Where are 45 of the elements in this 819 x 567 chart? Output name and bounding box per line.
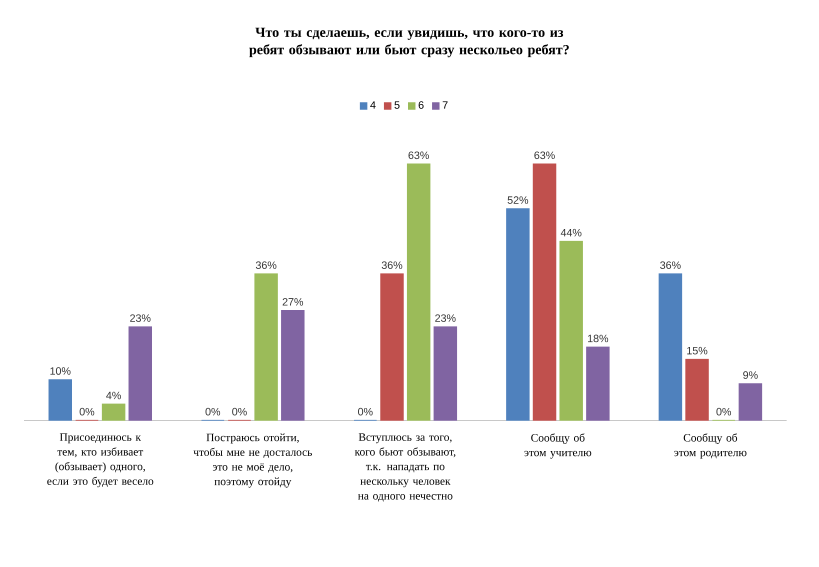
data-label: 27% bbox=[282, 298, 304, 306]
data-label: 4% bbox=[106, 392, 121, 400]
data-label: 36% bbox=[382, 261, 402, 269]
bar bbox=[738, 383, 762, 421]
data-label: 0% bbox=[358, 408, 373, 416]
legend-label: 6 bbox=[418, 101, 424, 109]
x-tick-label: Присоединюсь к тем, кто избивает (обзывает) одного, если это будет весело bbox=[47, 433, 154, 488]
bar bbox=[434, 326, 458, 421]
data-label: 36% bbox=[256, 261, 276, 269]
bar bbox=[406, 164, 430, 421]
data-label: 36% bbox=[660, 261, 681, 269]
bar bbox=[559, 240, 583, 421]
data-label: 23% bbox=[435, 314, 456, 322]
bar bbox=[532, 164, 556, 421]
data-label: 0% bbox=[80, 408, 94, 416]
bar bbox=[102, 404, 126, 421]
bar bbox=[128, 326, 152, 421]
bar bbox=[380, 273, 404, 421]
bar bbox=[506, 208, 530, 421]
bar bbox=[685, 358, 709, 421]
data-label: 23% bbox=[130, 314, 151, 322]
data-label: 18% bbox=[588, 334, 608, 342]
x-tick-label: Сообщу об этом родителю bbox=[674, 433, 746, 459]
data-label: 0% bbox=[206, 408, 220, 416]
bar bbox=[254, 273, 278, 421]
legend-label: 5 bbox=[394, 101, 400, 109]
chart-title: Что ты сделаешь, если увидишь, что кого-то из ребят обзывают или бьют сразу нескольео ребят? bbox=[249, 28, 569, 58]
data-label: 44% bbox=[560, 228, 582, 236]
data-label: 10% bbox=[50, 367, 71, 375]
x-tick-label: Постраюсь отойти, чтобы мне не досталось это не моё дело, поэтому отойду bbox=[193, 433, 312, 488]
x-tick-label: Вступлюсь за того, кого бьют обзывают, т.к. нападать по нескольку человек на одного нечестно bbox=[354, 433, 456, 502]
x-tick-label: Сообщу об этом учителю bbox=[524, 433, 592, 459]
bar bbox=[586, 346, 610, 421]
data-label: 52% bbox=[508, 196, 528, 204]
data-label: 63% bbox=[534, 152, 555, 160]
data-label: 63% bbox=[408, 152, 429, 160]
legend-label: 7 bbox=[442, 101, 448, 109]
data-label: 9% bbox=[743, 371, 758, 379]
bar bbox=[658, 273, 682, 421]
data-label: 0% bbox=[232, 408, 247, 416]
data-label: 0% bbox=[716, 408, 732, 416]
bar bbox=[48, 379, 72, 421]
data-label: 15% bbox=[687, 346, 708, 354]
legend-label: 4 bbox=[370, 101, 376, 109]
bar bbox=[281, 310, 305, 421]
